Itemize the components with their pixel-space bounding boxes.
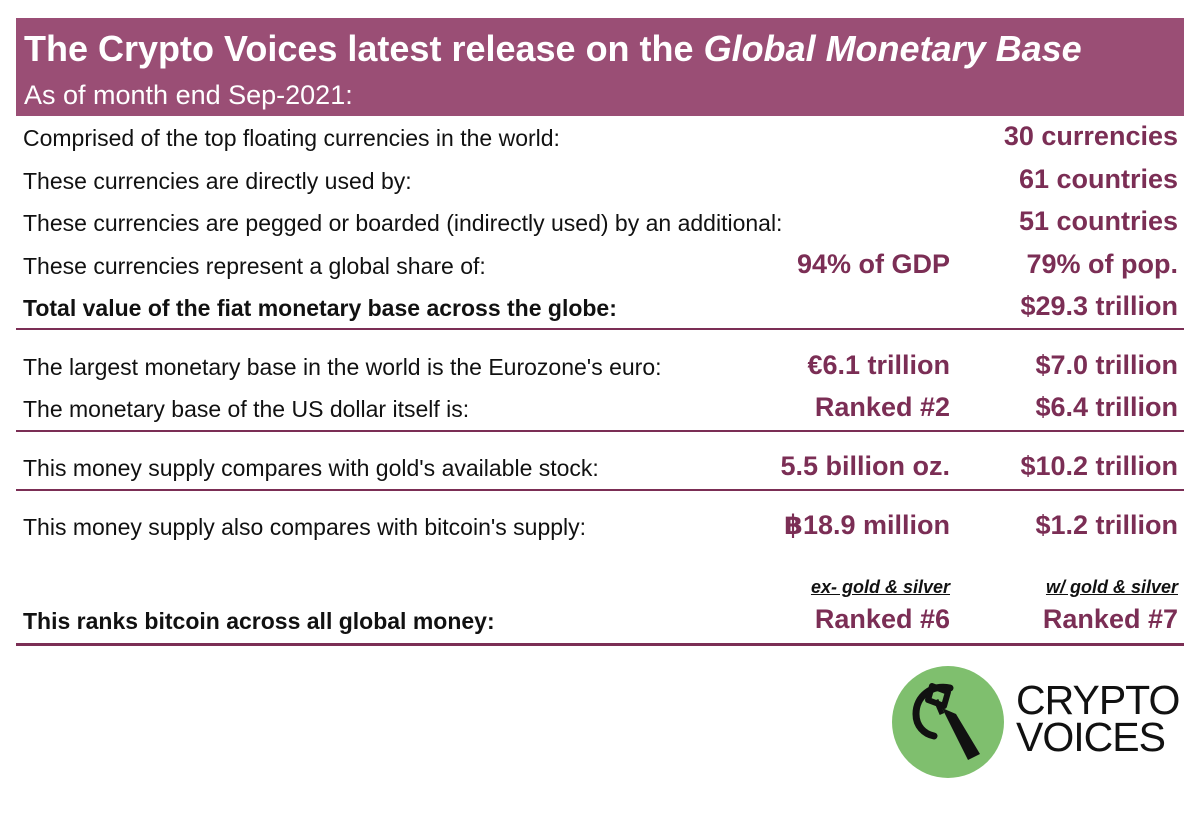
row-value-mid: Ranked #2 (814, 392, 950, 422)
row-label: These currencies represent a global shar… (23, 253, 486, 279)
column-header-ex-gold: ex- gold & silver (810, 577, 950, 597)
row-bitcoin-supply: This money supply also compares with bit… (16, 508, 1184, 548)
row-label: This money supply compares with gold's a… (23, 455, 599, 481)
row-bitcoin-rank: This ranks bitcoin across all global mon… (16, 602, 1184, 642)
title-prefix: The Crypto Voices latest release on the (24, 28, 704, 69)
row-value-mid: Ranked #6 (814, 604, 950, 634)
row-us-dollar: The monetary base of the US dollar itsel… (16, 390, 1184, 430)
divider (16, 328, 1184, 330)
logo-wordmark: CRYPTO VOICES (1016, 677, 1180, 760)
row-value-right: 79% of pop. (1026, 249, 1178, 279)
logo-line-2: VOICES (1016, 714, 1166, 760)
row-global-share: These currencies represent a global shar… (16, 247, 1184, 287)
row-value-right: 30 currencies (1003, 121, 1178, 151)
logo-line-1: CRYPTO (1016, 677, 1180, 723)
row-top-currencies: Comprised of the top floating currencies… (16, 119, 1184, 159)
row-value-right: $6.4 trillion (1035, 392, 1178, 422)
row-value-right: $10.2 trillion (1020, 451, 1178, 481)
row-value-mid: 94% of GDP (796, 249, 950, 279)
row-label: Total value of the fiat monetary base ac… (23, 295, 617, 321)
page-subtitle: As of month end Sep-2021: (24, 80, 353, 110)
row-value-right: Ranked #7 (1042, 604, 1178, 634)
divider-bottom (16, 643, 1184, 646)
row-value-right: 51 countries (1018, 206, 1178, 236)
divider (16, 489, 1184, 491)
row-largest-base: The largest monetary base in the world i… (16, 348, 1184, 388)
title-italic: Global Monetary Base (703, 28, 1082, 69)
row-value-mid: 5.5 billion oz. (780, 451, 950, 481)
page-title: The Crypto Voices latest release on the … (24, 28, 1082, 70)
row-pegged: These currencies are pegged or boarded (… (16, 204, 1184, 244)
row-label: This money supply also compares with bit… (23, 514, 587, 540)
row-label: The monetary base of the US dollar itsel… (23, 396, 470, 422)
divider (16, 430, 1184, 432)
row-value-right: 61 countries (1018, 164, 1178, 194)
row-label: Comprised of the top floating currencies… (23, 125, 560, 151)
crypto-voices-logo: CRYPTO VOICES (892, 666, 1182, 778)
header-banner: The Crypto Voices latest release on the … (16, 18, 1184, 116)
row-label: This ranks bitcoin across all global mon… (23, 608, 495, 634)
row-label: These currencies are pegged or boarded (… (23, 210, 783, 236)
microphone-c-icon (912, 683, 980, 760)
row-value-right: $7.0 trillion (1035, 350, 1178, 380)
row-total-value: Total value of the fiat monetary base ac… (16, 289, 1184, 329)
row-value-mid: €6.1 trillion (807, 350, 950, 380)
row-label: These currencies are directly used by: (23, 168, 412, 194)
row-value-right: $29.3 trillion (1020, 291, 1178, 321)
column-header-with-gold: w/ gold & silver (1045, 577, 1178, 597)
row-directly-used: These currencies are directly used by: 6… (16, 162, 1184, 202)
row-label: The largest monetary base in the world i… (23, 354, 662, 380)
row-value-right: $1.2 trillion (1035, 510, 1178, 540)
row-gold: This money supply compares with gold's a… (16, 449, 1184, 489)
row-value-mid: ฿18.9 million (784, 510, 950, 540)
